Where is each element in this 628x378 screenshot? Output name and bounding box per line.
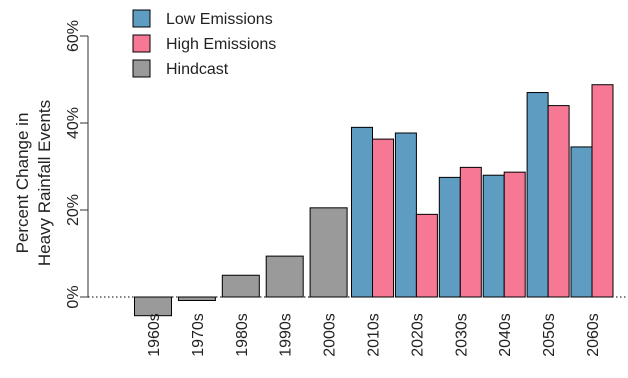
x-tick-label: 2020s bbox=[409, 313, 426, 357]
bar-low-2040s bbox=[482, 174, 505, 298]
legend-swatch bbox=[132, 9, 151, 28]
y-tick-label: 40% bbox=[65, 107, 82, 139]
x-tick-label: 2050s bbox=[541, 313, 558, 357]
legend-label: High Emissions bbox=[166, 36, 276, 53]
bar-low-2020s bbox=[394, 132, 417, 298]
y-axis-title-line1: Percent Change in bbox=[13, 113, 32, 254]
bar-high-2010s bbox=[372, 138, 394, 298]
y-tick-label: 0% bbox=[65, 285, 82, 308]
bar-high-2050s bbox=[547, 105, 570, 298]
legend-label: Low Emissions bbox=[166, 11, 273, 28]
bar-hindcast-2000s bbox=[309, 207, 348, 298]
x-tick-label: 1990s bbox=[278, 313, 295, 357]
x-tick-label: 2040s bbox=[497, 313, 514, 357]
bar-hindcast-1980s bbox=[221, 274, 260, 298]
x-tick-label: 1960s bbox=[146, 313, 163, 357]
bar-low-2050s bbox=[526, 92, 549, 298]
bar-high-2020s bbox=[415, 213, 438, 298]
y-tick-label: 20% bbox=[65, 194, 82, 226]
y-axis-title: Percent Change in Heavy Rainfall Events bbox=[13, 100, 54, 266]
y-tick-label: 60% bbox=[65, 20, 82, 52]
x-tick-label: 2060s bbox=[585, 313, 602, 357]
bar-high-2060s bbox=[591, 84, 614, 298]
bar-hindcast-1990s bbox=[265, 255, 304, 298]
legend: Low Emissions High Emissions Hindcast bbox=[132, 9, 276, 78]
x-tick-label: 2030s bbox=[453, 313, 470, 357]
bar-high-2040s bbox=[503, 171, 526, 298]
bar-hindcast-1970s bbox=[177, 296, 216, 301]
legend-swatch bbox=[132, 34, 151, 53]
x-tick-label: 2010s bbox=[366, 313, 383, 357]
x-tick-label: 1980s bbox=[234, 313, 251, 357]
legend-swatch bbox=[132, 59, 151, 78]
y-axis-title-line2: Heavy Rainfall Events bbox=[35, 100, 54, 266]
bar-hindcast-1960s bbox=[134, 296, 172, 317]
legend-label: Hindcast bbox=[166, 61, 229, 78]
bar-low-2060s bbox=[570, 146, 593, 298]
x-tick-label: 1970s bbox=[190, 313, 207, 357]
bar-low-2030s bbox=[438, 176, 461, 298]
x-axis-labels: 1960s 1970s 1980s 1990s 2000s 2010s 2020s 2030s… bbox=[146, 313, 602, 357]
bar-high-2030s bbox=[459, 166, 482, 298]
x-tick-label: 2000s bbox=[322, 313, 339, 357]
bar-low-2010s bbox=[351, 126, 373, 298]
bars bbox=[134, 84, 614, 317]
